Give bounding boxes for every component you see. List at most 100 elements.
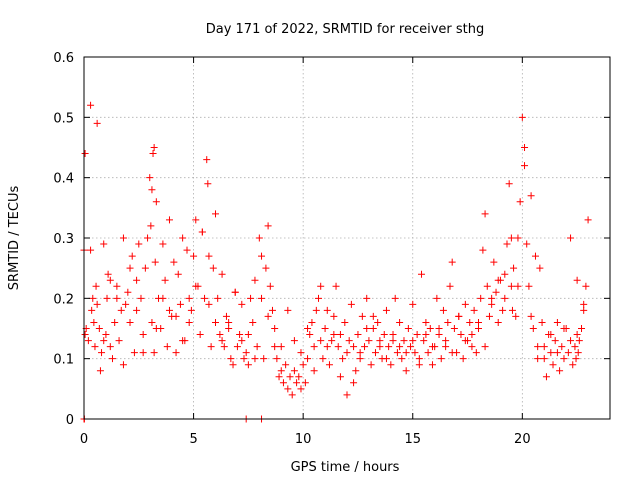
- data-point: [253, 343, 261, 351]
- data-point: [242, 349, 250, 357]
- data-point: [119, 234, 127, 242]
- data-point: [212, 210, 219, 218]
- data-point: [442, 337, 450, 345]
- data-point: [361, 343, 369, 351]
- data-point: [93, 300, 101, 308]
- data-point: [534, 343, 542, 351]
- data-point: [514, 282, 522, 290]
- data-point: [575, 337, 583, 345]
- data-point: [297, 385, 305, 393]
- data-point: [279, 379, 287, 387]
- data-point: [418, 270, 426, 278]
- data-point: [165, 306, 173, 314]
- data-point: [564, 349, 572, 357]
- data-point: [209, 264, 217, 272]
- data-point: [288, 391, 296, 399]
- data-point: [149, 150, 157, 158]
- data-point: [317, 337, 325, 345]
- data-point: [306, 331, 314, 339]
- data-point: [404, 325, 412, 332]
- data-point: [249, 318, 257, 326]
- data-point: [251, 355, 259, 363]
- axis-ticks: 0 0.1 0.2 0.3 0.4 0.5 0.6 0 5 10 15 20: [53, 51, 610, 447]
- data-point: [192, 282, 200, 290]
- data-point: [92, 282, 100, 290]
- data-point: [312, 306, 320, 314]
- data-point: [282, 361, 290, 369]
- data-point: [96, 367, 104, 375]
- data-point: [214, 294, 222, 302]
- data-point: [323, 306, 331, 314]
- data-point: [95, 325, 103, 332]
- data-point: [231, 288, 239, 296]
- data-point: [163, 343, 171, 351]
- data-point: [115, 337, 123, 345]
- data-point: [428, 343, 436, 351]
- data-point: [584, 216, 592, 224]
- data-point: [271, 325, 279, 332]
- data-point: [100, 337, 108, 345]
- data-point: [295, 373, 303, 381]
- data-point: [124, 288, 132, 296]
- data-point: [560, 355, 568, 363]
- data-point: [293, 379, 301, 387]
- data-point: [218, 270, 226, 278]
- data-point: [238, 337, 246, 345]
- data-point: [567, 234, 575, 242]
- data-point: [103, 294, 111, 302]
- data-point: [147, 222, 155, 230]
- data-point: [159, 240, 167, 248]
- data-point: [448, 258, 456, 266]
- data-point: [104, 270, 112, 278]
- data-point: [87, 101, 95, 109]
- data-point: [185, 318, 193, 326]
- data-point: [325, 361, 333, 369]
- data-point: [409, 300, 417, 308]
- x-tick-label: 0: [80, 432, 88, 447]
- data-point: [222, 312, 230, 320]
- data-point: [582, 282, 590, 290]
- data-point: [481, 343, 489, 351]
- data-point: [196, 331, 204, 339]
- data-point: [433, 294, 441, 302]
- data-point: [507, 282, 515, 290]
- data-point: [571, 343, 579, 351]
- data-point: [183, 246, 191, 254]
- data-point: [448, 349, 456, 357]
- data-point: [159, 294, 167, 302]
- data-point: [547, 331, 555, 339]
- data-point: [485, 312, 493, 320]
- data-points: [80, 101, 592, 423]
- data-point: [488, 294, 496, 302]
- y-tick-label: 0.2: [53, 292, 74, 307]
- data-point: [420, 337, 428, 345]
- data-point: [461, 300, 469, 308]
- data-point: [457, 331, 465, 339]
- data-point: [534, 355, 542, 363]
- data-point: [207, 343, 215, 351]
- data-point: [492, 288, 500, 296]
- data-point: [106, 276, 114, 284]
- data-point: [499, 306, 507, 314]
- data-point: [505, 180, 513, 188]
- data-point: [152, 325, 160, 332]
- data-point: [350, 379, 358, 387]
- data-point: [187, 306, 195, 314]
- data-point: [204, 180, 212, 188]
- data-point: [510, 264, 518, 272]
- data-point: [580, 300, 588, 308]
- data-point: [119, 361, 127, 369]
- data-point: [503, 240, 511, 248]
- data-point: [475, 325, 482, 332]
- data-point: [170, 258, 178, 266]
- data-point: [352, 367, 360, 375]
- data-point: [475, 318, 482, 326]
- data-point: [304, 355, 312, 363]
- data-point: [540, 343, 548, 351]
- data-point: [367, 361, 375, 369]
- data-point: [201, 294, 209, 302]
- data-point: [573, 331, 581, 339]
- data-point: [573, 276, 581, 284]
- data-point: [507, 234, 515, 242]
- data-point: [347, 300, 355, 308]
